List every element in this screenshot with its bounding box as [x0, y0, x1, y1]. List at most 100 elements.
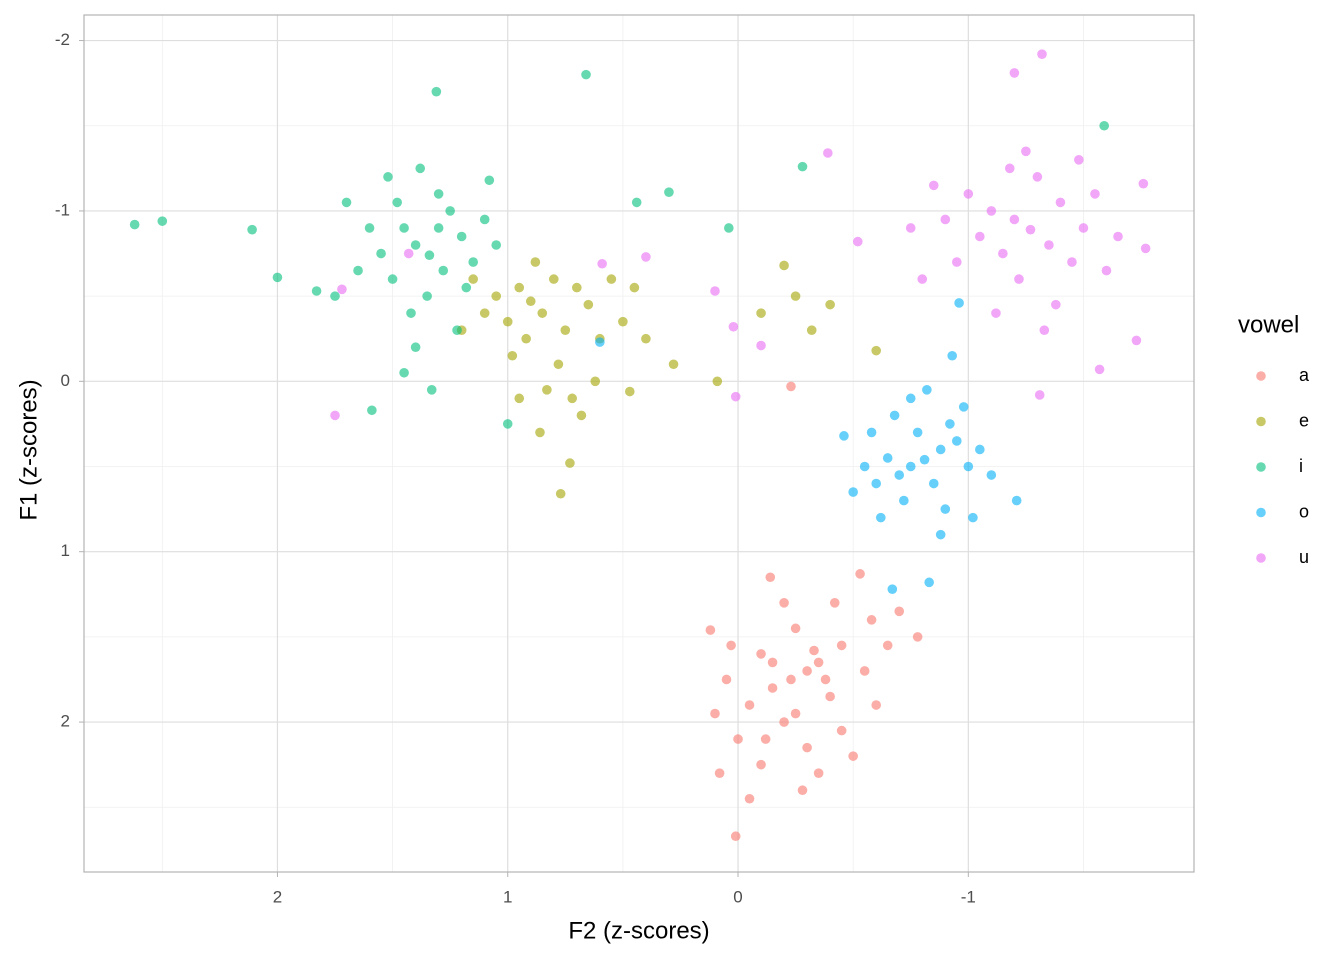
point: [924, 577, 934, 588]
point: [712, 376, 723, 387]
point: [479, 308, 490, 318]
point: [337, 284, 347, 295]
point: [724, 223, 734, 233]
panel-border: [83, 14, 1195, 873]
point: [1009, 214, 1020, 225]
point: [797, 785, 808, 796]
point: [848, 487, 858, 497]
point: [952, 436, 962, 446]
point: [779, 717, 789, 727]
point: [726, 640, 736, 651]
point: [839, 431, 849, 441]
point: [406, 308, 416, 318]
legend-label: o: [1299, 501, 1309, 521]
point: [852, 236, 863, 247]
point: [756, 649, 766, 659]
point: [767, 657, 778, 668]
point: [629, 282, 640, 293]
point: [330, 291, 340, 301]
point: [963, 461, 974, 472]
point: [1021, 146, 1031, 157]
legend-label: e: [1299, 410, 1309, 430]
point: [705, 625, 716, 635]
point: [433, 189, 444, 199]
point: [542, 385, 552, 395]
point: [975, 231, 985, 242]
point: [730, 831, 741, 842]
point: [802, 666, 812, 676]
point: [786, 674, 796, 685]
point: [1009, 68, 1020, 78]
point: [353, 265, 363, 276]
point: [367, 405, 377, 416]
point: [479, 214, 490, 225]
point: [806, 325, 817, 335]
point: [410, 240, 421, 250]
point: [1113, 231, 1123, 242]
point: [597, 258, 607, 269]
point: [871, 700, 881, 710]
point: [1078, 223, 1089, 233]
point: [866, 427, 877, 438]
point: [452, 325, 462, 335]
point: [721, 674, 732, 685]
x-axis-title: F2 (z-scores): [568, 917, 709, 944]
series: [330, 49, 1151, 421]
point: [848, 751, 858, 761]
y-tick-label: -1: [55, 200, 70, 219]
point: [272, 272, 283, 283]
point: [641, 333, 651, 344]
point: [1004, 163, 1015, 174]
point: [424, 250, 435, 261]
point: [590, 376, 601, 387]
point: [426, 385, 437, 395]
point: [912, 632, 923, 642]
point: [572, 282, 582, 293]
point: [514, 393, 525, 404]
point: [744, 793, 755, 804]
point: [825, 691, 835, 702]
point: [521, 333, 531, 344]
point: [461, 282, 472, 293]
legend-key: [1256, 553, 1266, 563]
y-tick-label: 1: [61, 541, 70, 560]
point: [790, 708, 801, 719]
legend-key: [1256, 507, 1266, 518]
point: [1067, 257, 1077, 267]
point: [765, 572, 776, 583]
point: [445, 206, 455, 216]
point: [1025, 224, 1036, 235]
point: [555, 488, 566, 499]
point: [882, 640, 893, 651]
point: [786, 381, 796, 392]
point: [756, 308, 766, 318]
point: [383, 172, 393, 182]
point: [1094, 364, 1105, 375]
point: [1101, 265, 1112, 276]
point: [855, 569, 865, 579]
point: [975, 444, 985, 455]
point: [525, 296, 536, 307]
point: [779, 598, 789, 608]
point: [836, 725, 847, 736]
point: [311, 286, 322, 296]
point: [376, 248, 386, 259]
point: [664, 187, 674, 197]
point: [887, 584, 898, 594]
point: [866, 615, 877, 625]
point: [247, 224, 257, 235]
point: [606, 274, 617, 284]
point: [1051, 299, 1061, 310]
point: [507, 350, 518, 361]
point: [1140, 243, 1151, 254]
point: [422, 291, 432, 301]
x-tick-label: 2: [273, 887, 282, 906]
point: [889, 410, 900, 421]
point: [744, 700, 755, 710]
point: [829, 598, 840, 608]
point: [935, 444, 946, 455]
legend-title: vowel: [1238, 311, 1299, 338]
point: [767, 683, 778, 693]
point: [433, 223, 444, 233]
point: [919, 454, 930, 465]
